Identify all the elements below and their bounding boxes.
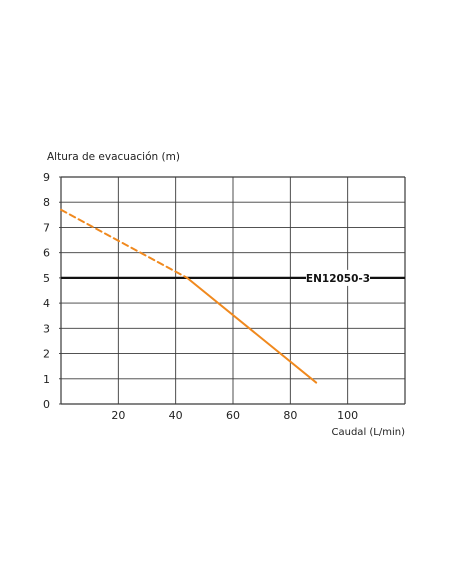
y-tick-label: 6 bbox=[43, 247, 50, 260]
y-tick-label: 8 bbox=[43, 196, 50, 209]
x-tick-label: 60 bbox=[226, 409, 240, 422]
curve-segment-dashed bbox=[60, 208, 189, 279]
y-tick-label: 4 bbox=[43, 297, 50, 310]
x-axis-label: Caudal (L/min) bbox=[332, 427, 406, 438]
reference-line-label: EN12050-3 bbox=[306, 273, 370, 285]
y-tick-label: 9 bbox=[43, 171, 50, 184]
x-tick-label: 40 bbox=[169, 409, 183, 422]
grid-lines bbox=[59, 176, 406, 405]
x-tick-label: 100 bbox=[337, 409, 358, 422]
reference-line-group: EN12050-3 bbox=[61, 269, 405, 286]
tick-labels: 0 1 2 3 4 5 6 7 8 9 20 40 60 80 100 bbox=[43, 171, 358, 422]
curve-segment-solid bbox=[186, 276, 318, 384]
pump-curve bbox=[60, 208, 318, 384]
x-tick-label: 80 bbox=[283, 409, 297, 422]
x-tick-label: 20 bbox=[111, 409, 125, 422]
y-tick-label: 5 bbox=[43, 272, 50, 285]
y-tick-label: 1 bbox=[43, 373, 50, 386]
y-tick-label: 7 bbox=[43, 221, 50, 234]
reference-label-background bbox=[306, 269, 370, 286]
y-axis-label: Altura de evacuación (m) bbox=[47, 151, 180, 163]
y-tick-label: 3 bbox=[43, 322, 50, 335]
y-tick-label: 2 bbox=[43, 348, 50, 361]
y-tick-label: 0 bbox=[43, 398, 50, 411]
